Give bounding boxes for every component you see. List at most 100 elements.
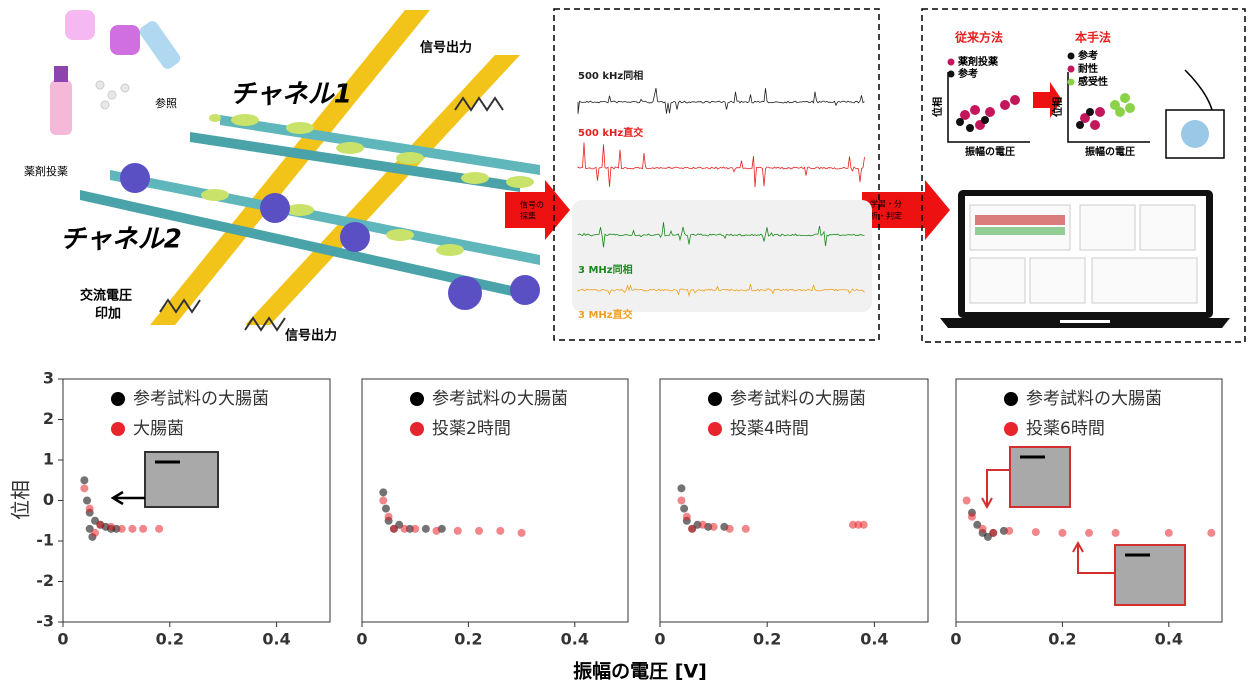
data-point — [683, 513, 691, 521]
signal-out-label: 信号出力 — [420, 40, 472, 56]
y-tick-label: -1 — [36, 531, 54, 550]
data-point — [989, 529, 997, 537]
data-point — [118, 525, 126, 533]
data-point — [496, 527, 504, 535]
data-point — [379, 488, 387, 496]
data-point — [710, 523, 718, 531]
arrow-label: 採集 — [520, 211, 536, 221]
legend-text: 耐性 — [1078, 62, 1098, 75]
scatter-panel: 0 0.2 0.4 参考試料の大腸菌投薬2時間 — [356, 379, 628, 649]
data-point — [379, 497, 387, 505]
signal-label: 3 MHz同相 — [578, 263, 633, 276]
data-point — [86, 505, 94, 513]
data-point — [1085, 529, 1093, 537]
signal-label: 3 MHz直交 — [578, 308, 633, 321]
data-point — [726, 525, 734, 533]
legend-text: 参考 — [1078, 49, 1098, 62]
x-tick-label: 0 — [356, 630, 367, 649]
data-point — [382, 505, 390, 513]
axis-label: 振幅の電圧 — [1085, 145, 1135, 158]
x-tick-label: 0.2 — [753, 630, 781, 649]
data-point — [860, 521, 868, 529]
data-point — [107, 523, 115, 531]
x-tick-label: 0.2 — [454, 630, 482, 649]
legend-marker — [410, 422, 424, 436]
data-point — [401, 525, 409, 533]
method-title: 従来方法 — [954, 30, 1003, 45]
arrow-label: 学習・分 — [870, 199, 902, 209]
x-tick-label: 0 — [654, 630, 665, 649]
data-point — [454, 527, 462, 535]
page: チャネル1 チャネル2 信号出力 信号出力 交流電圧 印加 参照 薬剤投薬 信号… — [0, 0, 1248, 691]
data-point — [963, 497, 971, 505]
y-tick-label: -2 — [36, 571, 54, 590]
y-tick-label: 2 — [43, 409, 54, 428]
data-point — [432, 527, 440, 535]
y-tick-label: -3 — [36, 612, 54, 631]
legend-marker — [708, 392, 722, 406]
data-point — [1058, 529, 1066, 537]
data-point — [96, 521, 104, 529]
channel-label: チャネル1 — [230, 80, 352, 110]
data-point — [80, 484, 88, 492]
legend-text: 投薬2時間 — [432, 419, 511, 439]
legend-text: 薬剤投薬 — [957, 55, 999, 68]
legend-text: 参考試料の大腸菌 — [432, 389, 568, 409]
signal-trace — [578, 88, 865, 114]
signal-out-label: 信号出力 — [285, 328, 337, 344]
data-point — [968, 513, 976, 521]
data-point — [475, 527, 483, 535]
signal-label: 500 kHz直交 — [578, 126, 643, 139]
legend-text: 参考試料の大腸菌 — [1026, 389, 1162, 409]
data-point — [83, 497, 91, 505]
plot-frame — [362, 379, 628, 622]
legend-text: 大腸菌 — [133, 419, 184, 439]
x-tick-label: 0.4 — [860, 630, 888, 649]
data-point — [688, 525, 696, 533]
arrow-label: 信号の — [520, 200, 544, 210]
legend-marker — [111, 392, 125, 406]
data-point — [680, 505, 688, 513]
device-illustration — [50, 10, 540, 330]
micrograph-inset — [145, 452, 218, 507]
data-point — [518, 529, 526, 537]
axis-label: 位相 — [931, 97, 944, 117]
signal-trace — [578, 143, 865, 188]
channel-label: チャネル2 — [60, 225, 182, 255]
legend-text: 投薬6時間 — [1026, 419, 1105, 439]
figure: チャネル1 チャネル2 信号出力 信号出力 交流電圧 印加 参照 薬剤投薬 信号… — [0, 0, 1248, 691]
data-point — [80, 476, 88, 484]
mini-plots — [940, 53, 1230, 329]
plot-frame — [660, 379, 928, 622]
legend-marker — [410, 392, 424, 406]
legend-text: 感受性 — [1078, 75, 1108, 88]
x-axis-title: 振幅の電圧 [V] — [573, 660, 707, 683]
data-point — [1005, 527, 1013, 535]
data-point — [677, 497, 685, 505]
legend-text: 参考 — [958, 67, 978, 80]
legend-text: 投薬4時間 — [730, 419, 809, 439]
x-tick-label: 0.4 — [262, 630, 290, 649]
x-tick-label: 0.2 — [1048, 630, 1076, 649]
arrow-label: 析・判定 — [870, 211, 902, 221]
data-point — [385, 513, 393, 521]
x-tick-label: 0 — [950, 630, 961, 649]
data-point — [128, 525, 136, 533]
data-point — [91, 529, 99, 537]
legend-text: 参考試料の大腸菌 — [133, 389, 269, 409]
data-point — [1207, 529, 1215, 537]
data-point — [979, 525, 987, 533]
method-title: 本手法 — [1075, 30, 1111, 45]
reference-label: 参照 — [155, 96, 177, 110]
x-tick-label: 0.4 — [561, 630, 589, 649]
legend-marker — [1004, 392, 1018, 406]
scatter-panels: 00.20.43210-1-2-3参考試料の大腸菌大腸菌00.20.4参考試料の… — [36, 369, 1222, 649]
data-point — [1112, 529, 1120, 537]
data-point — [677, 484, 685, 492]
signal-highlight — [572, 200, 872, 312]
axis-label: 振幅の電圧 — [965, 145, 1015, 158]
signal-label: 500 kHz同相 — [578, 69, 643, 82]
arrow — [862, 180, 950, 240]
